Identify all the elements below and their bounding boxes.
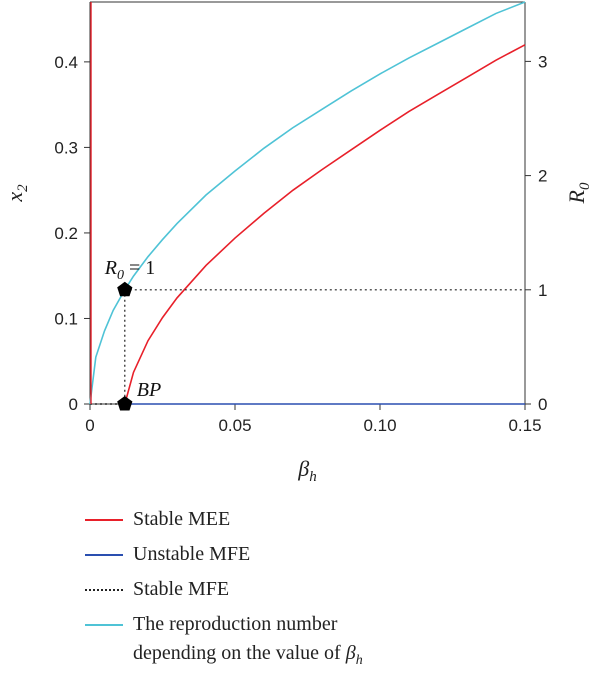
legend-label-reproduction-line2: depending on the value of — [133, 642, 346, 664]
r0-one-marker — [117, 281, 133, 297]
stable-mee-line — [124, 44, 526, 405]
x-tick-label: 0.10 — [363, 416, 396, 435]
y-right-tick-label: 2 — [538, 167, 547, 186]
y-right-tick-label: 1 — [538, 281, 547, 300]
legend-label-unstable-mfe: Unstable MFE — [133, 543, 251, 565]
x-tick-label: 0.05 — [218, 416, 251, 435]
legend: Stable MEE Unstable MFE Stable MFE The r… — [85, 505, 585, 681]
y-left-tick-label: 0.2 — [54, 224, 78, 243]
legend-label-stable-mee: Stable MEE — [133, 508, 231, 530]
legend-item-stable-mee: Stable MEE — [85, 505, 585, 534]
y-right-tick-label: 3 — [538, 52, 547, 71]
r0-one-label-sub: 0 — [117, 268, 124, 283]
bp-label: BP — [137, 379, 161, 401]
legend-beta-sub: h — [355, 653, 363, 668]
y-right-axis-label-sub: 0 — [577, 182, 593, 190]
legend-swatch-unstable-mfe — [85, 554, 123, 556]
y-left-tick-label: 0.3 — [54, 138, 78, 157]
legend-item-stable-mfe: Stable MFE — [85, 575, 585, 604]
x-tick-label: 0.15 — [508, 416, 541, 435]
r0-one-label: R0 = 1 — [104, 257, 156, 283]
legend-swatch-stable-mee — [85, 519, 123, 521]
y-right-tick-label: 0 — [538, 395, 547, 414]
legend-label-reproduction-line1: The reproduction number — [133, 613, 338, 635]
r0-one-label-rest: = 1 — [124, 257, 155, 279]
bp-marker — [117, 396, 133, 411]
y-left-axis-label-sub: 2 — [15, 184, 31, 192]
y-left-axis-label: x2 — [2, 184, 31, 203]
bifurcation-chart: 0 0.05 0.10 0.15 0 0.1 0.2 0.3 0.4 0 1 2 3 βh x2 R0 BP R… — [2, 1, 593, 485]
legend-beta-symbol: β — [345, 642, 356, 664]
y-left-tick-label: 0.4 — [54, 53, 78, 72]
reproduction-number-line — [89, 1, 526, 405]
legend-item-reproduction-number: The reproduction number depending on the… — [85, 610, 585, 675]
y-right-axis-label: R0 — [564, 182, 593, 204]
x-tick-label: 0 — [85, 416, 94, 435]
legend-swatch-stable-mfe — [85, 589, 123, 591]
legend-label-reproduction-number: The reproduction number depending on the… — [133, 610, 363, 675]
y-left-tick-label: 0.1 — [54, 309, 78, 328]
legend-swatch-reproduction-number — [85, 624, 123, 626]
legend-item-unstable-mfe: Unstable MFE — [85, 540, 585, 569]
x-axis-label: βh — [297, 456, 316, 485]
y-left-tick-label: 0 — [69, 395, 78, 414]
legend-label-stable-mfe: Stable MFE — [133, 578, 230, 600]
x-axis-label-sub: h — [309, 469, 317, 485]
